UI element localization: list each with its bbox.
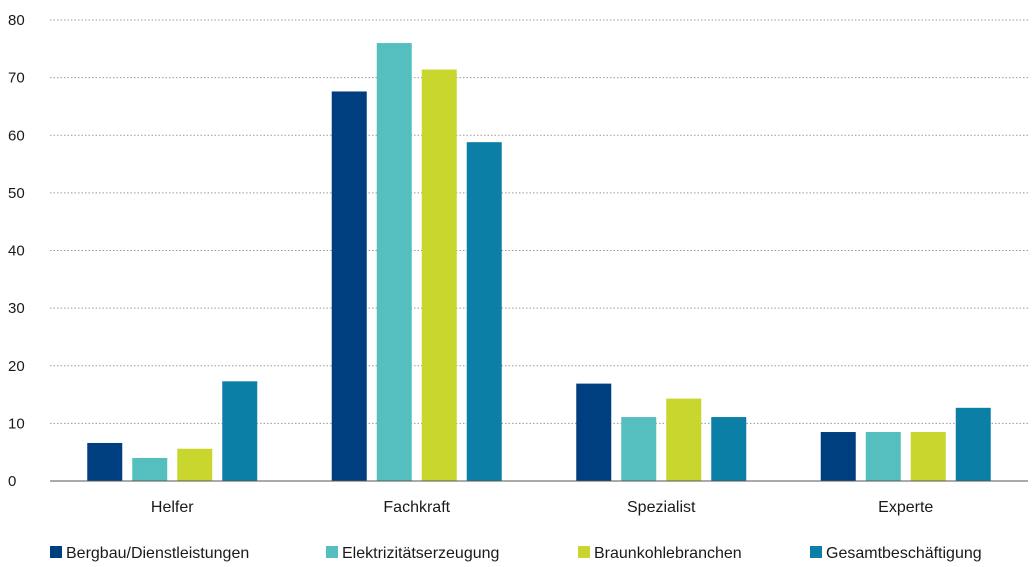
- legend: Bergbau/Dienstleistungen Elektrizitätserz…: [50, 545, 982, 562]
- y-axis-ticks: 0 10 20 30 40 50 60 70 80: [8, 12, 25, 490]
- bar: [955, 407, 991, 481]
- x-tick-label: Spezialist: [627, 499, 696, 516]
- bar: [421, 69, 457, 482]
- bar: [222, 381, 258, 481]
- bar: [666, 398, 702, 481]
- legend-swatch: [578, 546, 590, 558]
- y-tick-label: 80: [8, 12, 25, 29]
- x-tick-label: Experte: [878, 499, 933, 516]
- legend-swatch: [810, 546, 822, 558]
- x-tick-label: Helfer: [151, 499, 194, 516]
- bar: [177, 448, 213, 481]
- y-tick-label: 40: [8, 243, 25, 260]
- y-tick-label: 50: [8, 185, 25, 202]
- legend-swatch: [50, 546, 62, 558]
- x-tick-label: Fachkraft: [383, 499, 450, 516]
- y-tick-label: 10: [8, 415, 25, 432]
- legend-item: Gesamtbeschäftigung: [810, 545, 982, 562]
- bar: [910, 432, 946, 481]
- bar: [711, 417, 747, 481]
- legend-label: Gesamtbeschäftigung: [826, 545, 982, 562]
- legend-item: Elektrizitätserzeugung: [326, 545, 499, 562]
- x-axis-ticks: Helfer Fachkraft Spezialist Experte: [151, 499, 934, 516]
- legend-swatch: [326, 546, 338, 558]
- legend-label: Bergbau/Dienstleistungen: [66, 545, 249, 562]
- legend-item: Bergbau/Dienstleistungen: [50, 545, 249, 562]
- bar: [87, 442, 123, 481]
- bar: [865, 432, 901, 481]
- bar: [132, 457, 168, 481]
- bar: [376, 43, 412, 482]
- legend-label: Elektrizitätserzeugung: [342, 545, 499, 562]
- y-tick-label: 30: [8, 300, 25, 317]
- gridlines: [50, 19, 1028, 424]
- bar: [820, 432, 856, 481]
- bar: [331, 91, 367, 481]
- y-tick-label: 20: [8, 358, 25, 375]
- bar: [466, 142, 502, 482]
- y-tick-label: 0: [8, 473, 16, 490]
- y-tick-label: 70: [8, 70, 25, 87]
- bar: [576, 383, 612, 481]
- legend-item: Braunkohlebranchen: [578, 545, 742, 562]
- bar: [621, 417, 657, 481]
- legend-label: Braunkohlebranchen: [594, 545, 742, 562]
- y-tick-label: 60: [8, 127, 25, 144]
- bars: [87, 43, 991, 482]
